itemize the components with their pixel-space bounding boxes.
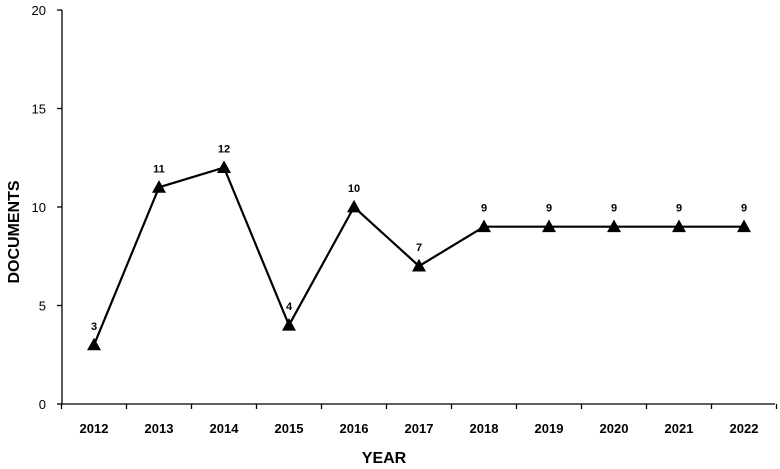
data-label: 9 xyxy=(676,203,682,215)
data-label: 3 xyxy=(91,321,97,333)
x-tick-label: 2018 xyxy=(470,421,499,436)
plot-area: 3 11 12 4 10 7 9 9 9 9 9 xyxy=(87,144,751,351)
x-tick-label: 2019 xyxy=(535,421,564,436)
triangle-marker xyxy=(542,219,556,233)
x-tick-label: 2022 xyxy=(730,421,759,436)
x-tick-label: 2013 xyxy=(145,421,174,436)
triangle-marker xyxy=(477,219,491,233)
data-label: 12 xyxy=(218,144,230,156)
series-line xyxy=(92,166,744,346)
triangle-marker xyxy=(737,219,751,233)
x-tick-label: 2014 xyxy=(210,421,240,436)
y-tick-label: 5 xyxy=(39,299,46,314)
triangle-marker xyxy=(152,180,166,193)
data-label: 9 xyxy=(546,203,552,215)
x-tick-label: 2012 xyxy=(80,421,109,436)
y-tick-label: 15 xyxy=(32,102,46,117)
y-tick-label: 20 xyxy=(32,3,46,18)
triangle-marker xyxy=(412,258,426,272)
data-label: 4 xyxy=(286,301,293,313)
triangle-marker xyxy=(347,199,361,213)
triangle-marker xyxy=(87,337,101,351)
y-axis-title: DOCUMENTS xyxy=(6,180,23,283)
x-tick-label: 2021 xyxy=(665,421,694,436)
data-label: 7 xyxy=(416,242,422,254)
triangle-marker xyxy=(282,318,296,331)
triangle-marker xyxy=(217,160,231,173)
triangle-marker xyxy=(672,219,686,233)
triangle-marker xyxy=(607,219,621,233)
y-tick-label: 10 xyxy=(32,200,46,215)
x-tick-label: 2017 xyxy=(405,421,434,436)
x-tick-label: 2016 xyxy=(340,421,369,436)
x-tick-label: 2015 xyxy=(275,421,304,436)
x-axis-title: YEAR xyxy=(362,450,407,467)
data-label: 9 xyxy=(741,203,747,215)
x-tick-label: 2020 xyxy=(600,421,629,436)
data-label: 9 xyxy=(611,203,617,215)
data-label: 10 xyxy=(348,183,360,195)
y-tick-label: 0 xyxy=(39,397,46,412)
data-label: 9 xyxy=(481,203,487,215)
data-label: 11 xyxy=(153,163,165,175)
